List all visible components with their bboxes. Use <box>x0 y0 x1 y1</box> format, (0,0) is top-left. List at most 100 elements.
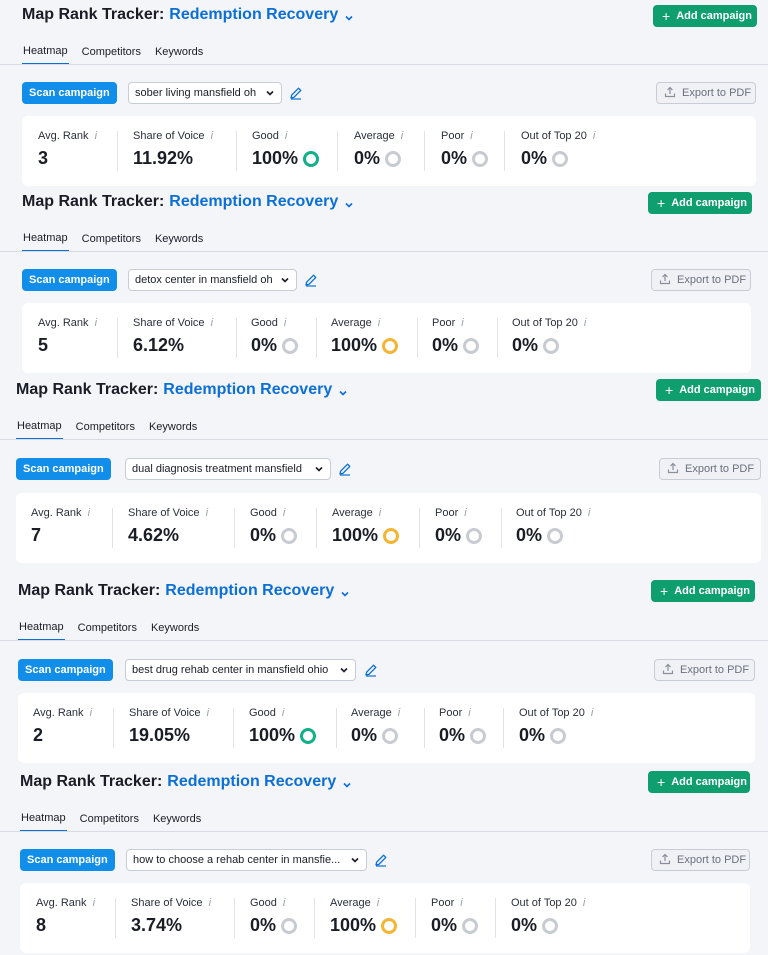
export-pdf-button[interactable]: Export to PDF <box>659 458 761 480</box>
metric-divider <box>234 898 235 938</box>
pencil-icon[interactable] <box>374 853 388 867</box>
export-pdf-button[interactable]: Export to PDF <box>651 269 751 291</box>
info-icon[interactable]: i <box>210 317 214 329</box>
metric-label-text: Good <box>249 707 276 719</box>
info-icon[interactable]: i <box>464 507 467 519</box>
info-icon[interactable]: i <box>590 707 594 719</box>
info-icon[interactable]: i <box>282 507 286 519</box>
export-pdf-button[interactable]: Export to PDF <box>656 82 756 104</box>
chevron-down-icon <box>266 90 274 96</box>
info-icon[interactable]: i <box>94 317 98 329</box>
info-icon[interactable]: i <box>283 317 287 329</box>
tab-bar: Heatmap Competitors Keywords <box>20 806 202 834</box>
tab-keywords[interactable]: Keywords <box>154 233 204 245</box>
keyword-select[interactable]: detox center in mansfield oh <box>128 269 297 291</box>
tab-competitors[interactable]: Competitors <box>81 46 141 58</box>
metric-value: 3.74% <box>131 915 182 936</box>
info-icon[interactable]: i <box>470 130 473 142</box>
info-icon[interactable]: i <box>583 317 587 329</box>
add-campaign-button[interactable]: + Add campaign <box>648 771 750 793</box>
info-icon[interactable]: i <box>282 897 286 909</box>
tab-competitors[interactable]: Competitors <box>81 233 141 245</box>
info-icon[interactable]: i <box>592 130 596 142</box>
status-ring-icon <box>281 917 298 934</box>
campaign-selector[interactable]: Redemption Recovery <box>169 193 339 210</box>
campaign-selector[interactable]: Redemption Recovery <box>165 582 335 599</box>
info-icon[interactable]: i <box>281 707 285 719</box>
info-icon[interactable]: i <box>377 317 381 329</box>
info-icon[interactable]: i <box>400 130 404 142</box>
scan-campaign-button[interactable]: Scan campaign <box>20 849 115 871</box>
export-pdf-button[interactable]: Export to PDF <box>654 659 755 681</box>
metric-divider <box>495 898 496 938</box>
info-icon[interactable]: i <box>205 507 209 519</box>
info-icon[interactable]: i <box>378 507 382 519</box>
info-icon[interactable]: i <box>376 897 380 909</box>
info-icon[interactable]: i <box>92 897 96 909</box>
info-icon[interactable]: i <box>582 897 586 909</box>
tab-heatmap[interactable]: Heatmap <box>18 615 65 641</box>
info-icon[interactable]: i <box>587 507 591 519</box>
page-title: Map Rank Tracker: <box>18 582 161 599</box>
tracker-panel: Map Rank Tracker: Redemption Recovery + Add… <box>0 576 768 767</box>
metric-value-text: 0% <box>512 335 539 355</box>
keyword-select[interactable]: dual diagnosis treatment mansfield <box>125 458 331 480</box>
scan-campaign-button[interactable]: Scan campaign <box>18 659 113 681</box>
info-icon[interactable]: i <box>87 507 91 519</box>
keyword-select-value: detox center in mansfield oh <box>135 274 273 286</box>
tab-competitors[interactable]: Competitors <box>79 813 139 825</box>
upload-icon <box>667 462 685 477</box>
info-icon[interactable]: i <box>460 897 463 909</box>
scan-campaign-button[interactable]: Scan campaign <box>22 82 117 104</box>
keyword-select[interactable]: best drug rehab center in mansfield ohio <box>125 659 356 681</box>
info-icon[interactable]: i <box>461 317 464 329</box>
metric-label-text: Share of Voice <box>133 317 205 329</box>
keyword-select[interactable]: sober living mansfield oh <box>128 82 282 104</box>
scan-campaign-button[interactable]: Scan campaign <box>22 269 117 291</box>
tab-keywords[interactable]: Keywords <box>152 813 202 825</box>
metric-value-text: 3.74% <box>131 915 183 935</box>
metric-label: Share of Voice i <box>131 897 211 909</box>
tab-competitors[interactable]: Competitors <box>75 421 135 433</box>
add-campaign-button[interactable]: + Add campaign <box>648 192 752 214</box>
tab-heatmap[interactable]: Heatmap <box>22 39 69 65</box>
metric-label-text: Share of Voice <box>133 130 205 142</box>
add-campaign-button[interactable]: + Add campaign <box>651 580 755 602</box>
page-title: Map Rank Tracker: <box>22 193 165 210</box>
tab-keywords[interactable]: Keywords <box>148 421 198 433</box>
tab-heatmap[interactable]: Heatmap <box>20 806 67 832</box>
metric-label-text: Poor <box>439 707 463 719</box>
tab-heatmap[interactable]: Heatmap <box>22 226 69 252</box>
chevron-down-icon <box>280 275 290 285</box>
pencil-icon[interactable] <box>338 462 352 476</box>
export-pdf-label: Export to PDF <box>680 664 750 676</box>
metric-divider <box>417 318 418 358</box>
tab-keywords[interactable]: Keywords <box>150 622 200 634</box>
tab-competitors[interactable]: Competitors <box>77 622 137 634</box>
info-icon[interactable]: i <box>397 707 401 719</box>
status-ring-icon <box>543 337 560 354</box>
pencil-icon[interactable] <box>304 273 318 287</box>
pencil-icon[interactable] <box>364 663 378 677</box>
info-icon[interactable]: i <box>89 707 93 719</box>
campaign-selector[interactable]: Redemption Recovery <box>163 381 333 398</box>
tab-heatmap[interactable]: Heatmap <box>16 414 63 440</box>
keyword-select[interactable]: how to choose a rehab center in mansfie.… <box>126 849 367 871</box>
add-campaign-button[interactable]: + Add campaign <box>656 379 761 401</box>
scan-campaign-button[interactable]: Scan campaign <box>16 458 111 480</box>
info-icon[interactable]: i <box>206 707 210 719</box>
info-icon[interactable]: i <box>468 707 471 719</box>
info-icon[interactable]: i <box>208 897 212 909</box>
metric-label: Share of Voice i <box>128 507 208 519</box>
info-icon[interactable]: i <box>284 130 288 142</box>
pencil-icon[interactable] <box>289 86 303 100</box>
page-header: Map Rank Tracker: Redemption Recovery <box>22 0 354 30</box>
info-icon[interactable]: i <box>94 130 98 142</box>
add-campaign-button[interactable]: + Add campaign <box>653 5 757 27</box>
tab-keywords[interactable]: Keywords <box>154 46 204 58</box>
campaign-selector[interactable]: Redemption Recovery <box>167 773 337 790</box>
export-pdf-button[interactable]: Export to PDF <box>651 849 750 871</box>
metric-divider <box>117 131 118 171</box>
campaign-selector[interactable]: Redemption Recovery <box>169 6 339 23</box>
info-icon[interactable]: i <box>210 130 214 142</box>
